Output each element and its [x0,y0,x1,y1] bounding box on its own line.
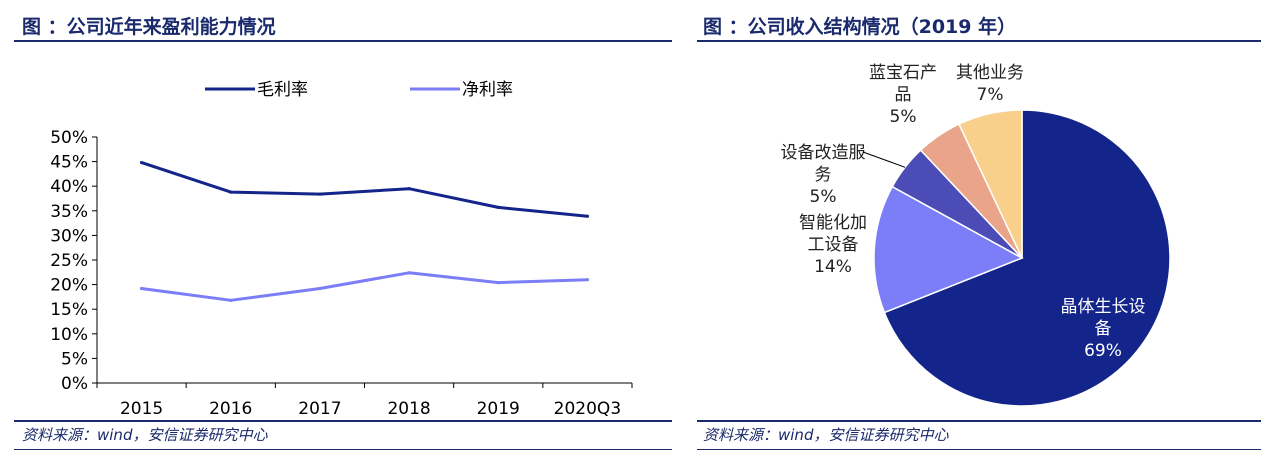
pie-slice-0 [883,109,1171,407]
y-tick-label: 50% [50,128,88,148]
pie-pct-label: 5% [890,107,917,127]
left-title-rule [14,40,672,42]
right-source: 资料来源：wind，安信证券研究中心 [703,426,949,444]
data-point [139,160,144,165]
y-tick-label: 40% [50,177,88,197]
right-source-rule [697,420,1261,422]
pie-slice-1 [873,185,1024,314]
pie-category-label: 设备改造服 [781,143,866,163]
data-point [229,298,233,302]
data-point [318,192,322,196]
line-chart: 毛利率 净利率 0% 5% 10% 15% 20% 25% 30% 35% 40% 45% 50% 20… [50,80,633,419]
y-tick-label: 30% [50,226,88,246]
left-source-rule [14,420,672,422]
left-panel-title: 图 ：公司近年来盈利能力情况 [22,16,276,38]
series-line-0 [141,161,588,218]
line-chart-legend: 毛利率 净利率 [205,80,513,100]
right-bottom-rule [697,449,1261,450]
legend-label: 净利率 [462,80,513,100]
left-bottom-rule [14,449,672,450]
y-tick-label: 15% [50,300,88,320]
y-tick-label: 5% [61,349,88,369]
right-title-rule [697,40,1261,42]
right-panel-title: 图 ：公司收入结构情况（2019 年） [703,16,1017,38]
pie-pct-label: 7% [977,85,1004,105]
data-point [496,205,500,209]
data-point [496,281,500,285]
data-point [407,187,411,191]
pie-chart-slices [873,109,1171,407]
pie-category-label: 品 [895,85,912,105]
y-tick-label: 25% [50,251,88,271]
data-point [407,271,411,275]
x-tick-label: 2018 [387,399,430,419]
pie-category-label: 蓝宝石产 [869,63,937,83]
y-tick-label: 45% [50,153,88,173]
line-chart-axes: 0% 5% 10% 15% 20% 25% 30% 35% 40% 45% 50% 2015 2016 2… [50,128,633,419]
pie-category-label: 其他业务 [956,63,1024,83]
pie-pct-label: 69% [1084,341,1122,361]
right-panel: 图 ：公司收入结构情况（2019 年） 晶体生长设备 69% 智能化加 工设备 14% 设… [697,0,1269,456]
pie-category-label: 务 [815,165,832,185]
data-point [585,214,590,218]
pie-leader-line [862,151,906,168]
series-line-1 [141,271,588,302]
data-point [139,286,144,291]
pie-category-label: 智能化加 [799,213,867,233]
left-source: 资料来源：wind，安信证券研究中心 [22,426,268,444]
x-tick-label: 2015 [120,399,163,419]
data-point [229,190,233,194]
line-chart-series [139,160,590,302]
y-tick-label: 20% [50,276,88,296]
pie-pct-label: 14% [814,257,852,277]
y-tick-label: 10% [50,325,88,345]
x-tick-label: 2020Q3 [554,399,621,419]
y-tick-label: 0% [61,374,88,394]
pie-category-label: 晶体生长设 [1061,297,1146,317]
x-tick-label: 2016 [209,399,252,419]
data-point [585,278,590,282]
y-tick-label: 35% [50,202,88,222]
legend-label: 毛利率 [257,80,308,100]
pie-pct-label: 5% [810,187,837,207]
pie-category-label: 工设备 [808,235,859,255]
x-tick-label: 2017 [298,399,341,419]
pie-category-label: 备 [1095,319,1112,339]
pie-slice-4 [957,109,1023,259]
data-point [318,286,322,291]
left-panel: 图 ：公司近年来盈利能力情况 毛利率 净利率 0% 5% 10% 15% 20% 25% 30… [14,16,672,450]
x-tick-label: 2019 [477,399,520,419]
